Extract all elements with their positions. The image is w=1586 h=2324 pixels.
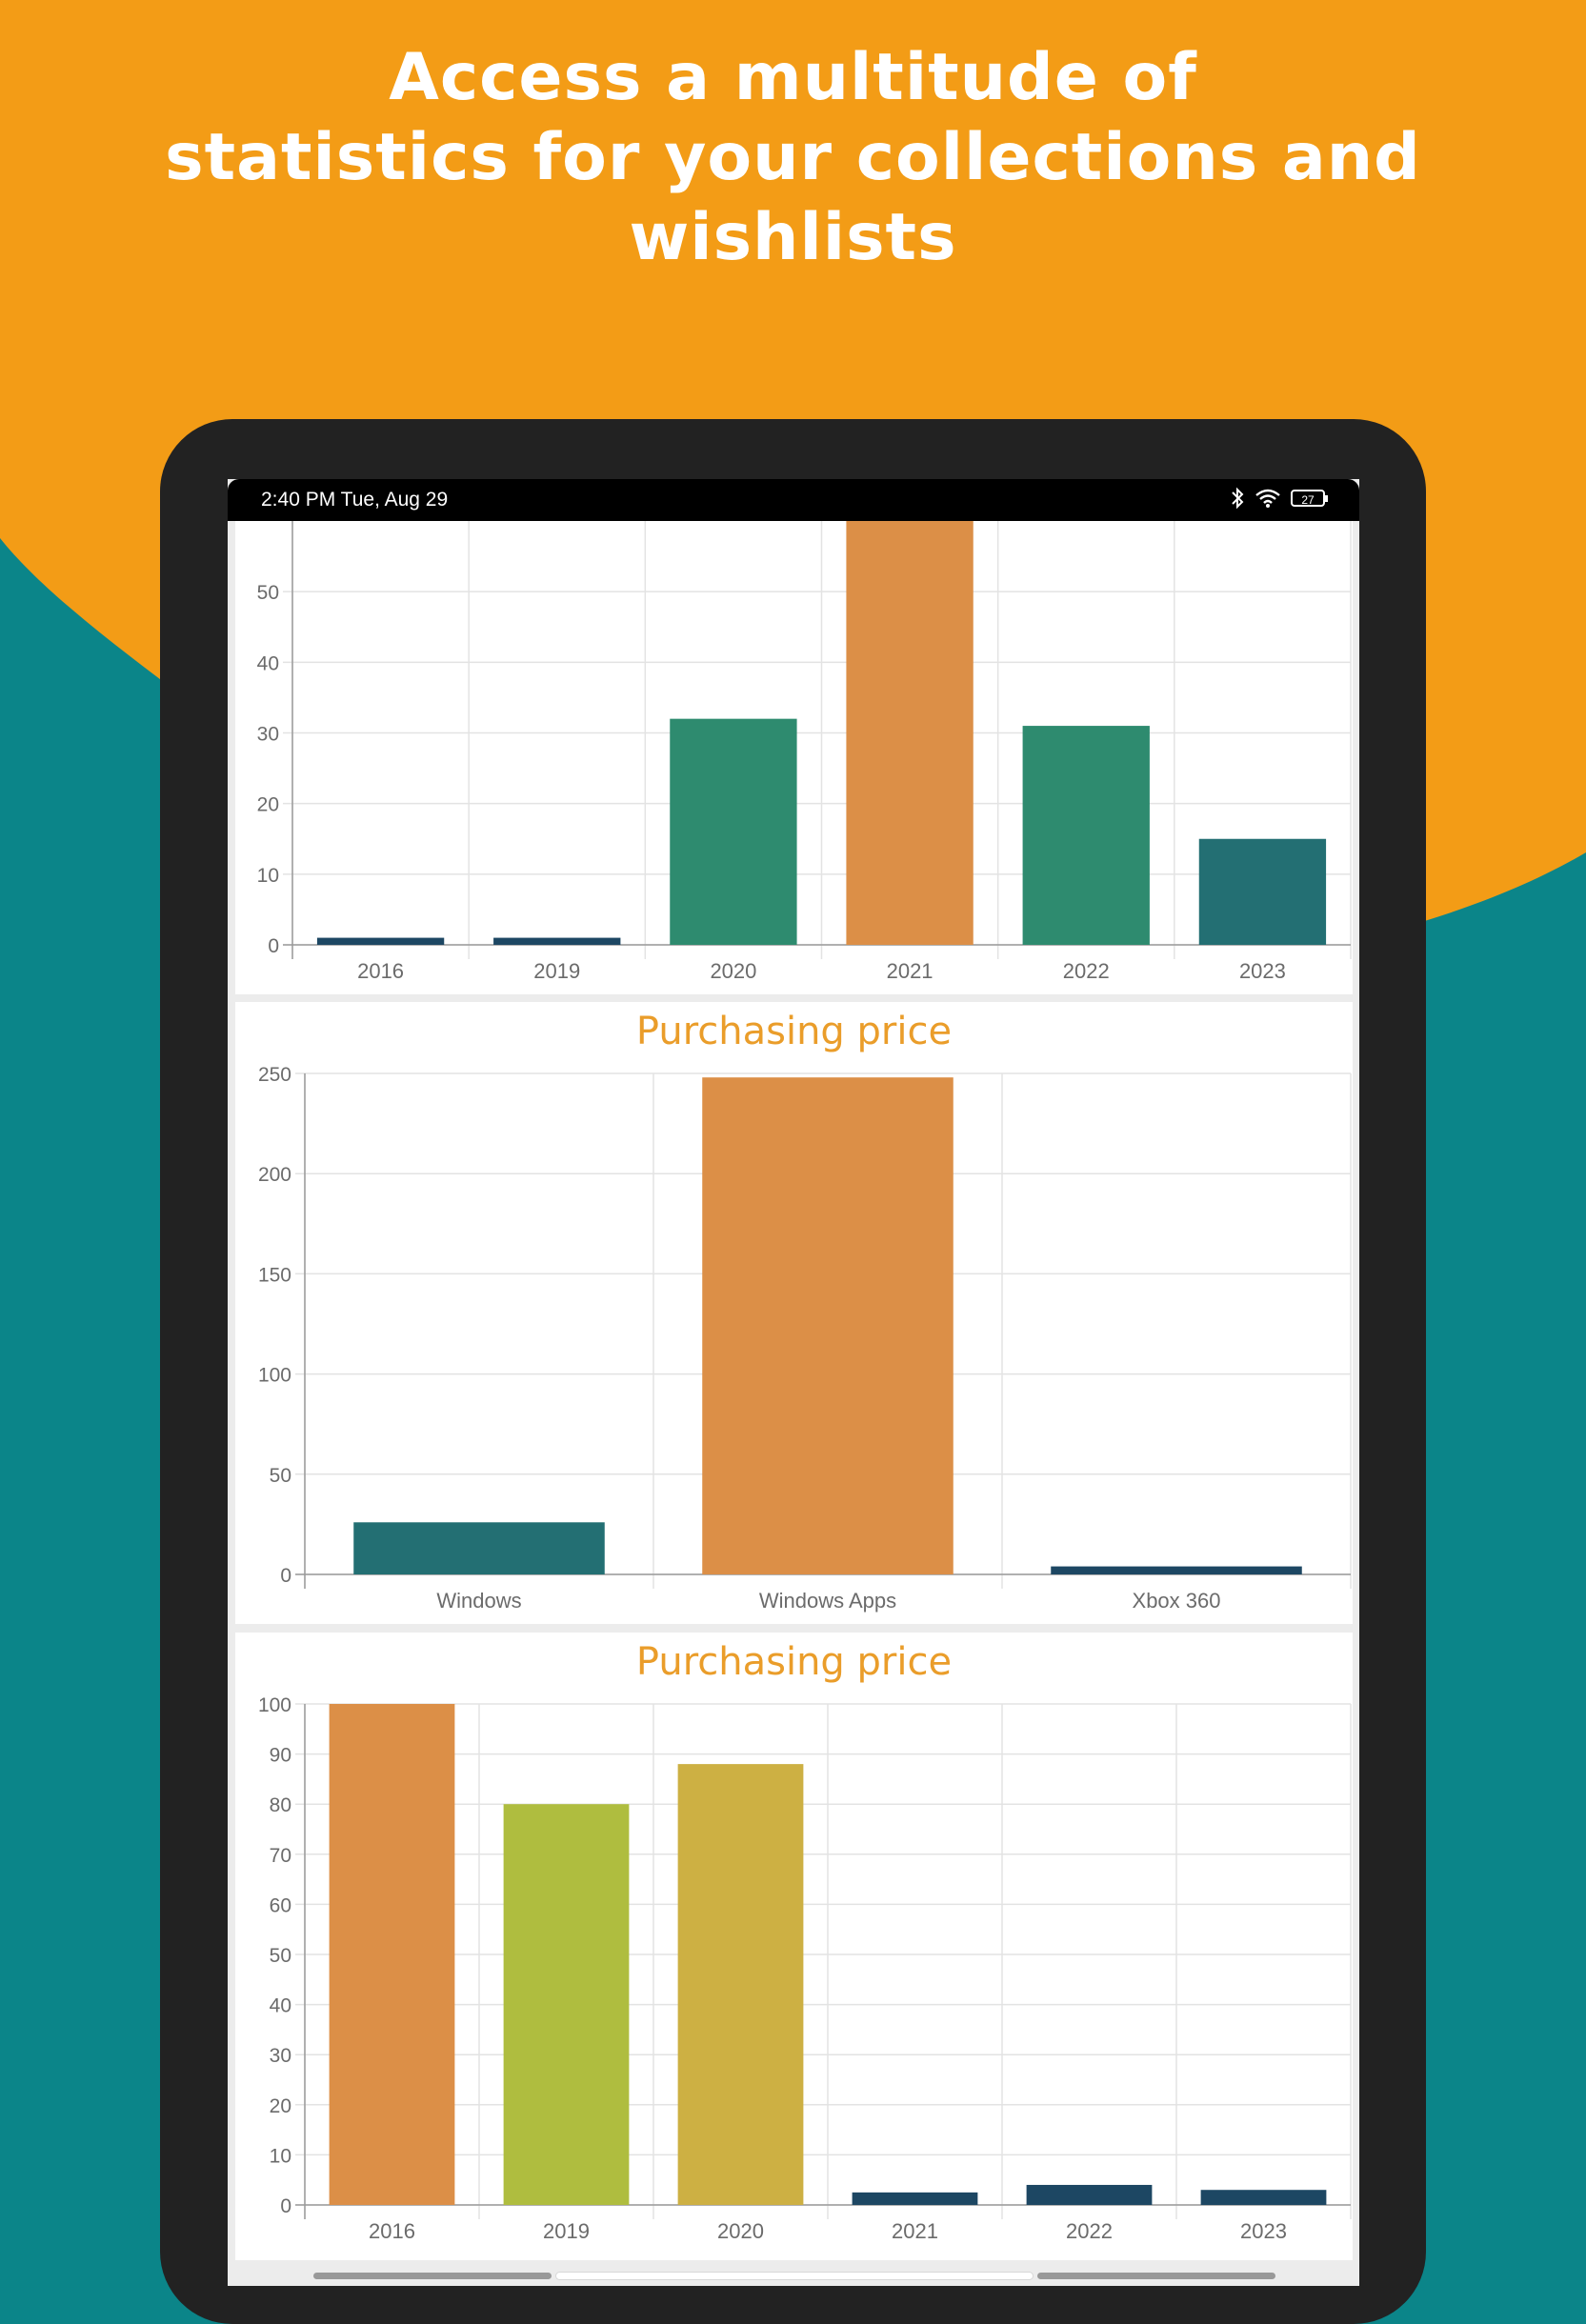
bar-windows-apps[interactable] bbox=[702, 1077, 954, 1574]
y-tick-label: 50 bbox=[270, 1465, 291, 1487]
bar-chart-purchasing-price-platform: 0 50 100 150 200 250 Windows Windows Apps Xbox 3… bbox=[258, 1064, 1352, 1613]
status-icons: 27 bbox=[1230, 487, 1328, 510]
bar-2016[interactable] bbox=[329, 1704, 455, 2205]
home-handle[interactable] bbox=[556, 2273, 1033, 2279]
status-time: 2:40 PM Tue, Aug 29 bbox=[261, 489, 449, 511]
bar-windows[interactable] bbox=[353, 1522, 605, 1574]
y-tick-label: 20 bbox=[270, 2095, 291, 2117]
chart-title-purchasing-price-year: Purchasing price bbox=[635, 1640, 953, 1684]
battery-level: 27 bbox=[1301, 493, 1315, 507]
y-tick-label: 250 bbox=[258, 1064, 291, 1086]
x-tick-label: 2023 bbox=[1240, 2219, 1287, 2243]
x-tick-label: 2021 bbox=[892, 2219, 938, 2243]
x-tick-label: Windows bbox=[436, 1589, 521, 1613]
wifi-icon bbox=[1255, 489, 1280, 508]
grid bbox=[283, 521, 1352, 959]
chart-card-purchasing-price-by-platform: Purchasing price 0 50 100 150 200 250 Windows W… bbox=[235, 1002, 1353, 1624]
y-tick-label: 60 bbox=[270, 1894, 291, 1916]
y-tick-label: 40 bbox=[270, 1995, 291, 2017]
bar-xbox-360[interactable] bbox=[1051, 1566, 1302, 1574]
x-tick-label: 2022 bbox=[1066, 2219, 1113, 2243]
x-tick-label: 2016 bbox=[357, 959, 404, 983]
x-tick-label: 2019 bbox=[543, 2219, 590, 2243]
bar-2019[interactable] bbox=[503, 1804, 630, 2205]
y-tick-label: 40 bbox=[257, 652, 279, 674]
navigation-bar bbox=[228, 2260, 1359, 2286]
chart-card-purchasing-price-by-year: Purchasing price 0 10 20 30 40 50 60 70 80 90 100 2… bbox=[235, 1633, 1353, 2260]
y-tick-label: 0 bbox=[280, 2195, 291, 2217]
x-tick-label: 2016 bbox=[369, 2219, 415, 2243]
y-tick-label: 90 bbox=[270, 1745, 291, 1767]
bar-2023[interactable] bbox=[1198, 838, 1327, 945]
y-tick-label: 150 bbox=[258, 1264, 291, 1286]
headline-line-3: wishlists bbox=[629, 200, 957, 275]
y-tick-label: 0 bbox=[280, 1565, 291, 1587]
headline-line-1: Access a multitude of bbox=[389, 40, 1197, 115]
y-tick-label: 70 bbox=[270, 1845, 291, 1867]
chart-card-count-by-year: 0 10 20 30 40 50 2016 2019 2020 2021 2022 2023 bbox=[235, 521, 1353, 994]
y-tick-label: 10 bbox=[270, 2145, 291, 2167]
y-tick-label: 100 bbox=[258, 1365, 291, 1387]
x-tick-label: Xbox 360 bbox=[1133, 1589, 1221, 1613]
headline-line-2: statistics for your collections and bbox=[165, 120, 1421, 195]
bar-2020[interactable] bbox=[677, 1764, 804, 2205]
x-tick-label: 2022 bbox=[1063, 959, 1110, 983]
bar-chart-purchasing-price-year: 0 10 20 30 40 50 60 70 80 90 100 2016 2019 2020 2021 20… bbox=[258, 1694, 1352, 2243]
chart-title-purchasing-price-platform: Purchasing price bbox=[635, 1010, 953, 1053]
y-tick-label: 80 bbox=[270, 1794, 291, 1816]
y-tick-label: 50 bbox=[257, 582, 279, 604]
bar-2019[interactable] bbox=[493, 937, 621, 945]
bar-2020[interactable] bbox=[670, 718, 797, 945]
bar-2021[interactable] bbox=[846, 521, 974, 945]
bluetooth-icon bbox=[1232, 487, 1244, 510]
recent-apps-handle[interactable] bbox=[313, 2273, 552, 2279]
y-tick-label: 20 bbox=[257, 794, 279, 816]
x-tick-label: 2020 bbox=[717, 2219, 764, 2243]
bar-2016[interactable] bbox=[316, 937, 445, 945]
y-tick-label: 50 bbox=[270, 1945, 291, 1967]
back-handle[interactable] bbox=[1037, 2273, 1275, 2279]
x-tick-label: 2021 bbox=[887, 959, 934, 983]
y-tick-label: 200 bbox=[258, 1164, 291, 1186]
bar-2022[interactable] bbox=[1026, 2184, 1153, 2205]
x-tick-label: 2023 bbox=[1239, 959, 1286, 983]
grid bbox=[295, 1703, 1352, 2219]
battery-icon: 27 bbox=[1291, 490, 1328, 507]
x-tick-label: Windows Apps bbox=[759, 1589, 896, 1613]
bar-2023[interactable] bbox=[1200, 2190, 1327, 2205]
x-tick-label: 2020 bbox=[710, 959, 756, 983]
x-tick-label: 2019 bbox=[533, 959, 580, 983]
y-tick-label: 30 bbox=[270, 2045, 291, 2067]
y-tick-label: 30 bbox=[257, 724, 279, 746]
headline: Access a multitude of statistics for you… bbox=[0, 38, 1586, 278]
bar-2021[interactable] bbox=[852, 2192, 978, 2205]
y-tick-label: 0 bbox=[268, 935, 279, 957]
y-tick-label: 100 bbox=[258, 1694, 291, 1716]
status-bar: 2:40 PM Tue, Aug 29 27 bbox=[228, 479, 1359, 521]
bar-chart-count-by-year: 0 10 20 30 40 50 2016 2019 2020 2021 2022 2023 bbox=[257, 521, 1352, 983]
bar-2022[interactable] bbox=[1022, 726, 1150, 945]
y-tick-label: 10 bbox=[257, 865, 279, 887]
